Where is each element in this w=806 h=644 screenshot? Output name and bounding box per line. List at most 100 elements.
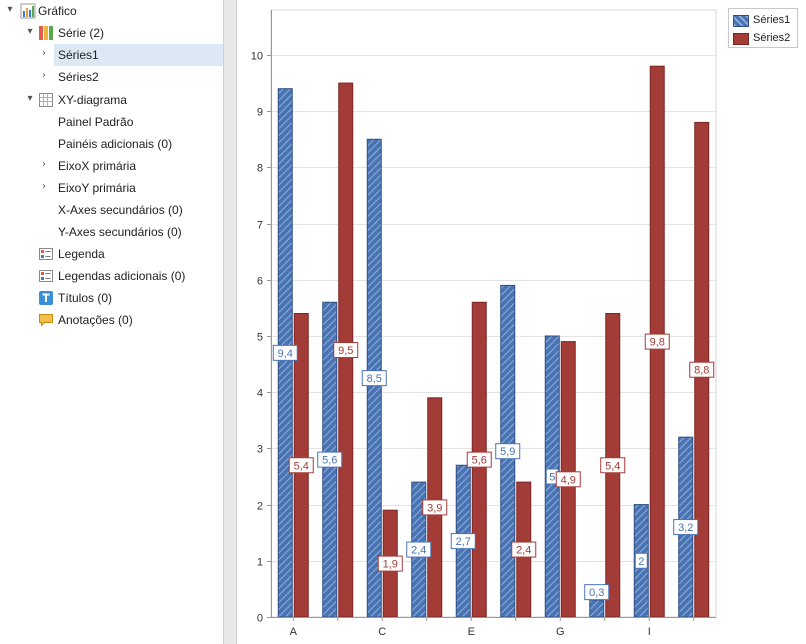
legend-icon bbox=[38, 268, 54, 284]
legend-item-series2[interactable]: Séries2 bbox=[733, 31, 797, 47]
chevron-right-icon[interactable]: › bbox=[42, 181, 46, 192]
tree-item-label: XY-diagrama bbox=[58, 93, 127, 107]
legend-swatch-series2 bbox=[733, 33, 749, 45]
tree-item-label: EixoY primária bbox=[58, 181, 136, 195]
data-label-box bbox=[600, 457, 626, 474]
tree-item-legenda[interactable]: Legenda bbox=[0, 243, 223, 265]
data-label-box bbox=[450, 533, 476, 550]
annotation-icon bbox=[38, 312, 54, 328]
tree-item-paineis-adicionais-0[interactable]: Painéis adicionais (0) bbox=[0, 133, 223, 155]
data-label-value: 5,6 bbox=[322, 455, 337, 467]
chevron-down-icon[interactable]: ▾ bbox=[7, 4, 13, 15]
data-label-box bbox=[689, 361, 715, 378]
chart-legend[interactable]: Séries1 Séries2 bbox=[728, 8, 798, 48]
data-label-box bbox=[673, 519, 699, 536]
tree-item-label: Legenda bbox=[58, 247, 105, 261]
tree-item-y-axes-secundarios-0[interactable]: Y-Axes secundários (0) bbox=[0, 221, 223, 243]
legend-item-series1[interactable]: Séries1 bbox=[733, 13, 797, 29]
y-tick-label: 10 bbox=[251, 51, 263, 63]
chevron-right-icon[interactable]: › bbox=[42, 48, 46, 59]
data-label-2-i: 9,8 bbox=[644, 333, 670, 350]
x-tick-label: G bbox=[556, 626, 565, 638]
data-label-value: 5,4 bbox=[294, 460, 309, 472]
data-label-2-d: 3,9 bbox=[422, 499, 448, 516]
tree-item-label: Séries2 bbox=[58, 70, 99, 84]
tree-item-legendas-adicionais-0[interactable]: Legendas adicionais (0) bbox=[0, 265, 223, 287]
chevron-right-icon[interactable]: › bbox=[42, 159, 46, 170]
legend-icon bbox=[38, 246, 54, 262]
data-label-value: 5,4 bbox=[605, 460, 620, 472]
tree-item-serie-2[interactable]: ▾ Série (2) bbox=[0, 22, 223, 44]
x-tick-label: E bbox=[468, 626, 475, 638]
data-label-1-h: 0,3 bbox=[584, 584, 610, 601]
title-icon bbox=[38, 290, 54, 306]
data-label-value: 9,5 bbox=[338, 345, 353, 357]
tree-item-xy-diagrama[interactable]: ▾ XY-diagrama bbox=[0, 89, 223, 111]
tree-item-label: Séries1 bbox=[58, 48, 99, 62]
chart-preview: 9,4 5,6 8,5 2,4 2,7 5,9 5 0,3 2 3,2 5,4 9,5 1,9 3,9 5,… bbox=[237, 0, 806, 644]
y-tick-label: 7 bbox=[257, 220, 263, 232]
data-label-1-j: 3,2 bbox=[673, 519, 699, 536]
legend-swatch-series1 bbox=[733, 15, 749, 27]
data-label-value: 2,4 bbox=[411, 545, 426, 557]
data-label-value: 5 bbox=[549, 471, 555, 483]
y-tick-label: 2 bbox=[257, 501, 263, 513]
data-label-value: 4,9 bbox=[561, 474, 576, 486]
data-label-1-a: 9,4 bbox=[272, 344, 298, 361]
tree-item-label: Anotações (0) bbox=[58, 313, 133, 327]
data-label-value: 8,8 bbox=[694, 365, 709, 377]
chart-elements-tree: ▾ Gráfico ▾ Série (2) › Séries1 › Séries2 ▾ XY-di… bbox=[0, 0, 223, 644]
data-label-1-f: 5,9 bbox=[495, 443, 521, 460]
tree-item-grafico[interactable]: ▾ Gráfico bbox=[0, 0, 223, 22]
data-label-1-e: 2,7 bbox=[450, 533, 476, 550]
tree-item-label: Y-Axes secundários (0) bbox=[58, 225, 182, 239]
bar-chart: 9,4 5,6 8,5 2,4 2,7 5,9 5 0,3 2 3,2 5,4 9,5 1,9 3,9 5,… bbox=[251, 9, 717, 638]
bar-series1-h bbox=[589, 599, 605, 618]
data-label-value: 9,4 bbox=[278, 348, 293, 360]
tree-item-anotacoes-0[interactable]: Anotações (0) bbox=[0, 309, 223, 331]
panel-splitter[interactable] bbox=[223, 0, 237, 644]
tree-item-label: Série (2) bbox=[58, 26, 105, 40]
data-label-box bbox=[333, 342, 359, 359]
x-tick-label: A bbox=[290, 626, 298, 638]
y-tick-label: 3 bbox=[257, 444, 263, 456]
tree-item-label: Títulos (0) bbox=[58, 291, 113, 305]
tree-item-painel-padrao[interactable]: Painel Padrão bbox=[0, 111, 223, 133]
chevron-down-icon[interactable]: ▾ bbox=[27, 93, 33, 104]
data-label-2-f: 2,4 bbox=[511, 541, 537, 558]
y-tick-label: 6 bbox=[257, 276, 263, 288]
data-label-value: 2,7 bbox=[456, 536, 471, 548]
tree-item-series2[interactable]: › Séries2 bbox=[0, 66, 223, 88]
y-tick-label: 4 bbox=[257, 388, 263, 400]
data-label-1-c: 8,5 bbox=[361, 370, 387, 387]
y-tick-label: 1 bbox=[257, 557, 263, 569]
tree-item-series1[interactable]: › Séries1 bbox=[0, 44, 223, 66]
data-label-value: 8,5 bbox=[367, 373, 382, 385]
data-label-box bbox=[466, 451, 492, 468]
data-label-2-e: 5,6 bbox=[466, 451, 492, 468]
chevron-right-icon[interactable]: › bbox=[42, 70, 46, 81]
selection-highlight bbox=[54, 44, 223, 66]
data-label-1-b: 5,6 bbox=[317, 451, 343, 468]
data-label-box bbox=[317, 451, 343, 468]
data-label-2-a: 5,4 bbox=[288, 457, 314, 474]
tree-item-titulos-0[interactable]: Títulos (0) bbox=[0, 287, 223, 309]
data-label-box bbox=[377, 555, 403, 572]
tree-item-eixox-primaria[interactable]: › EixoX primária bbox=[0, 155, 223, 177]
y-tick-label: 9 bbox=[257, 107, 263, 119]
data-label-value: 1,9 bbox=[383, 559, 398, 571]
y-tick-label: 5 bbox=[257, 332, 263, 344]
x-tick-label: C bbox=[378, 626, 386, 638]
tree-item-label: Legendas adicionais (0) bbox=[58, 269, 186, 283]
data-label-value: 5,9 bbox=[500, 446, 515, 458]
tree-item-x-axes-secundarios-0[interactable]: X-Axes secundários (0) bbox=[0, 199, 223, 221]
plot-area bbox=[270, 9, 717, 618]
tree-item-eixoy-primaria[interactable]: › EixoY primária bbox=[0, 177, 223, 199]
data-label-box bbox=[361, 370, 387, 387]
data-label-box bbox=[511, 541, 537, 558]
tree-item-label: Painel Padrão bbox=[58, 115, 134, 129]
chevron-down-icon[interactable]: ▾ bbox=[27, 26, 33, 37]
tree-item-label: EixoX primária bbox=[58, 159, 137, 173]
data-label-value: 5,6 bbox=[472, 455, 487, 467]
tree-item-label: X-Axes secundários (0) bbox=[58, 203, 183, 217]
